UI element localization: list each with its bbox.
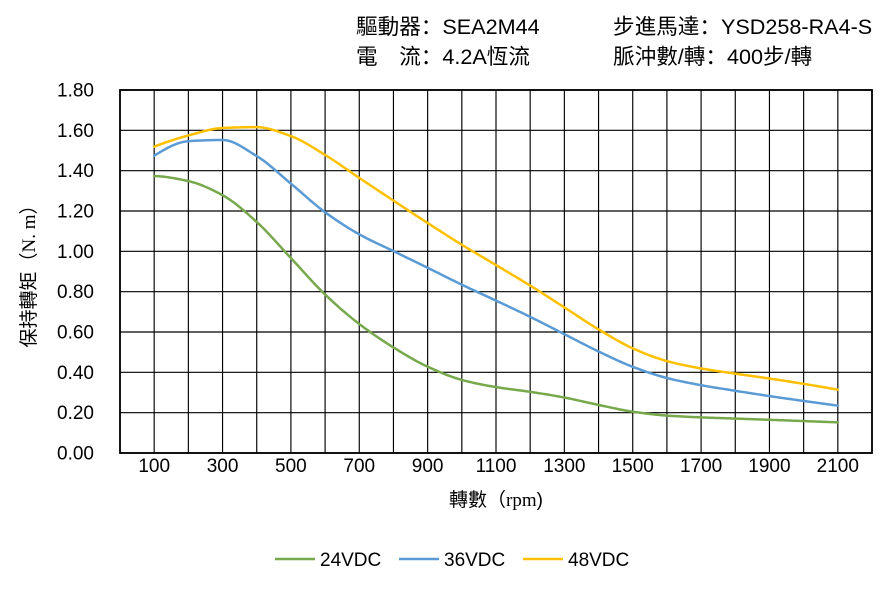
svg-text:驅動器：SEA2M44: 驅動器：SEA2M44	[356, 14, 540, 39]
svg-text:1.80: 1.80	[57, 81, 94, 102]
svg-text:0.20: 0.20	[57, 403, 94, 424]
svg-text:300: 300	[207, 456, 239, 477]
svg-text:36VDC: 36VDC	[444, 550, 505, 571]
svg-text:100: 100	[138, 456, 170, 477]
svg-text:24VDC: 24VDC	[320, 550, 381, 571]
svg-text:0.00: 0.00	[57, 444, 94, 465]
svg-text:電 流：4.2A恆流: 電 流：4.2A恆流	[356, 44, 530, 69]
svg-text:0.60: 0.60	[57, 323, 94, 344]
svg-text:48VDC: 48VDC	[568, 550, 629, 571]
svg-text:脈沖數/轉：400步/轉: 脈沖數/轉：400步/轉	[613, 44, 812, 69]
svg-text:0.40: 0.40	[57, 363, 94, 384]
svg-text:1.20: 1.20	[57, 202, 94, 223]
svg-text:步進馬達：YSD258-RA4-S: 步進馬達：YSD258-RA4-S	[613, 14, 872, 39]
svg-text:1900: 1900	[748, 456, 790, 477]
svg-text:1.60: 1.60	[57, 121, 94, 142]
svg-text:1100: 1100	[476, 456, 517, 477]
svg-text:1300: 1300	[543, 456, 585, 477]
svg-text:轉數（rpm): 轉數（rpm)	[449, 489, 543, 511]
svg-text:500: 500	[275, 456, 307, 477]
svg-text:1500: 1500	[612, 456, 654, 477]
svg-text:2100: 2100	[817, 456, 859, 477]
svg-text:1700: 1700	[680, 456, 722, 477]
svg-text:保持轉矩（N. m）: 保持轉矩（N. m）	[18, 195, 40, 347]
svg-text:700: 700	[343, 456, 375, 477]
svg-text:1.40: 1.40	[57, 161, 94, 182]
svg-text:900: 900	[412, 456, 444, 477]
svg-text:1.00: 1.00	[57, 242, 94, 263]
svg-text:0.80: 0.80	[57, 282, 94, 303]
